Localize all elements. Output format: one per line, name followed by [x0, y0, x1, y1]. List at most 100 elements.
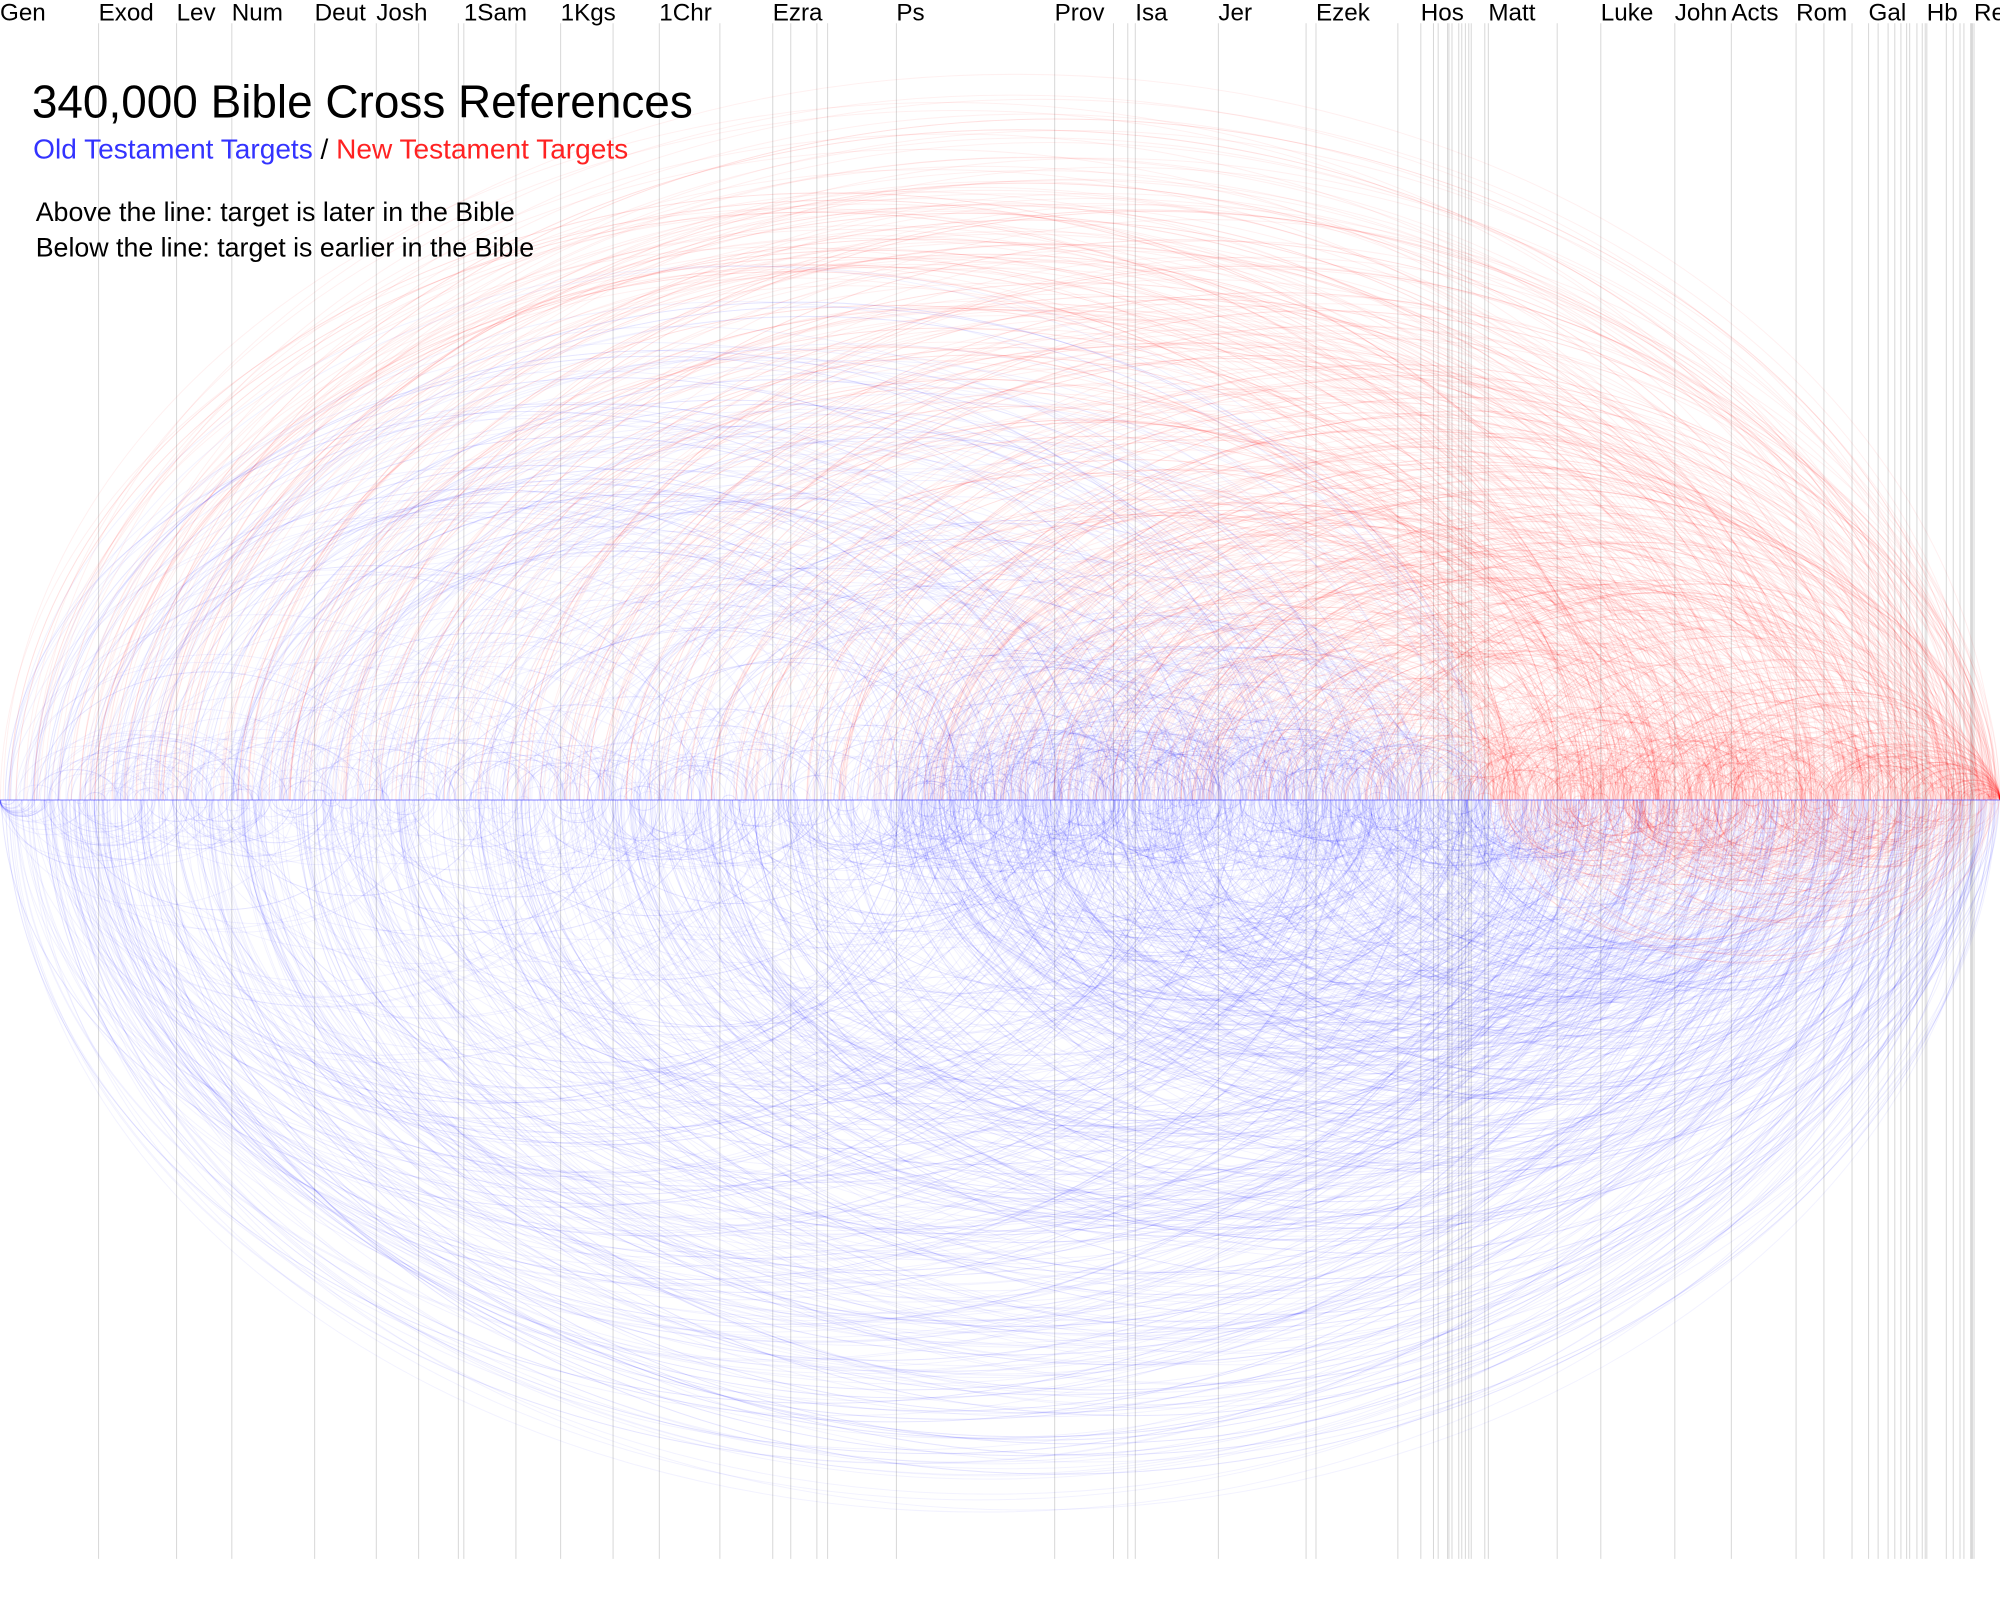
cross-reference-arc: [265, 371, 1424, 801]
cross-reference-arc: [1300, 731, 1487, 801]
cross-reference-arc: [1290, 758, 1409, 801]
cross-reference-arc: [763, 387, 1879, 801]
cross-reference-arc: [1583, 775, 1649, 801]
cross-reference-arc: [626, 361, 1812, 801]
cross-reference-arc: [1587, 783, 1632, 801]
cross-reference-arc: [498, 799, 1017, 992]
cross-reference-arc: [402, 497, 1220, 801]
book-label: Prov: [1055, 0, 1106, 27]
cross-reference-arc: [629, 799, 1247, 1029]
cross-reference-arc: [705, 799, 1187, 979]
cross-reference-arc: [1218, 530, 1948, 801]
cross-reference-arc: [1148, 799, 1468, 919]
cross-reference-arc: [1396, 799, 1547, 856]
cross-reference-arc: [323, 799, 1315, 1167]
cross-reference-arc: [1584, 658, 1967, 801]
cross-reference-arc: [1633, 799, 1980, 929]
cross-reference-arc: [1049, 799, 1659, 1026]
cross-reference-arc: [255, 799, 1621, 1299]
cross-reference-arc: [1173, 775, 1240, 801]
cross-reference-arc: [594, 799, 783, 868]
cross-reference-arc: [1149, 799, 1812, 1045]
cross-reference-arc: [1304, 762, 1405, 801]
cross-reference-arc: [345, 571, 963, 801]
cross-reference-arc: [560, 799, 1414, 1111]
cross-reference-arc: [516, 799, 883, 936]
cross-reference-arc: [1273, 737, 1450, 801]
cross-reference-arc: [1296, 799, 1555, 896]
cross-reference-arc: [710, 449, 1659, 801]
cross-reference-arc: [1414, 759, 1523, 801]
cross-reference-arc: [1590, 799, 1601, 804]
cross-reference-arc: [960, 799, 1492, 997]
cross-reference-arc: [487, 799, 633, 854]
book-label: Rom: [1796, 0, 1847, 27]
cross-reference-arc: [1718, 786, 1755, 801]
cross-reference-arc: [751, 337, 2000, 801]
cross-reference-arc: [1497, 799, 1580, 829]
cross-reference-arc: [597, 799, 1729, 1219]
cross-reference-arc: [926, 799, 1509, 1016]
cross-reference-arc: [1046, 799, 1999, 1153]
cross-reference-arc: [0, 799, 11, 805]
cross-reference-arc: [1102, 571, 1721, 801]
cross-reference-arc: [595, 799, 709, 840]
cross-reference-arc: [346, 412, 1393, 801]
cross-reference-arc: [749, 508, 1552, 801]
book-label: Ps: [896, 0, 924, 27]
cross-reference-arc: [1655, 756, 1772, 801]
cross-reference-arc: [449, 799, 1943, 1353]
cross-reference-arc: [1153, 799, 1276, 846]
cross-reference-arc: [271, 566, 902, 801]
cross-reference-arc: [1896, 799, 1994, 837]
cross-reference-arc: [1246, 590, 1813, 801]
cross-reference-arc: [468, 799, 1997, 1366]
cross-reference-arc: [1767, 799, 1790, 808]
cross-reference-arc: [908, 745, 1064, 801]
cross-reference-arc: [343, 719, 560, 801]
cross-reference-arc: [1706, 714, 1945, 801]
cross-reference-arc: [1861, 767, 1948, 801]
cross-reference-arc: [543, 441, 1512, 801]
cross-reference-arc: [1097, 799, 1549, 968]
cross-reference-arc: [1960, 785, 2000, 801]
cross-reference-arc: [683, 799, 824, 853]
cross-reference-arc: [939, 754, 1062, 801]
cross-reference-arc: [860, 799, 1134, 899]
cross-reference-arc: [984, 792, 1003, 801]
cross-reference-arc: [911, 799, 961, 819]
cross-reference-arc: [700, 799, 1839, 1215]
cross-reference-arc: [230, 608, 747, 801]
cross-reference-arc: [1227, 799, 1557, 919]
cross-reference-arc: [1347, 653, 1744, 801]
cross-reference-arc: [609, 522, 1360, 801]
cross-reference-arc: [916, 753, 1049, 801]
cross-reference-arc: [608, 341, 1848, 801]
cross-reference-arc: [945, 799, 1274, 922]
cross-reference-arc: [579, 534, 1296, 801]
cross-reference-arc: [656, 587, 1230, 801]
cross-reference-arc: [925, 463, 1835, 801]
cross-reference-arc: [1600, 799, 1651, 819]
cross-reference-arc: [1140, 799, 1193, 820]
cross-reference-arc: [132, 359, 1324, 801]
cross-reference-arc: [999, 799, 1345, 925]
cross-reference-arc: [1416, 799, 1425, 804]
cross-reference-arc: [1778, 799, 1925, 855]
cross-reference-arc: [1163, 706, 1423, 801]
cross-reference-arc: [1246, 768, 1332, 801]
cross-reference-arc: [1089, 492, 1934, 801]
cross-reference-arc: [1439, 799, 1955, 991]
cross-reference-arc: [1161, 799, 1855, 1057]
book-label: Re: [1974, 0, 2000, 27]
cross-reference-arc: [1282, 782, 1334, 801]
cross-reference-arc: [1778, 779, 1834, 801]
cross-reference-arc: [1365, 799, 1459, 833]
cross-reference-arc: [1475, 799, 1905, 960]
cross-reference-arc: [198, 444, 1160, 801]
cross-reference-arc: [91, 799, 244, 857]
cross-reference-arc: [1268, 694, 1555, 801]
cross-reference-arc: [571, 799, 1159, 1013]
cross-reference-arc: [759, 799, 1314, 1006]
